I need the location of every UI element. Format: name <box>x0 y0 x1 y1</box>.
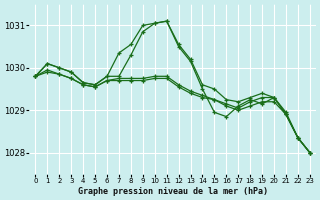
X-axis label: Graphe pression niveau de la mer (hPa): Graphe pression niveau de la mer (hPa) <box>78 187 268 196</box>
